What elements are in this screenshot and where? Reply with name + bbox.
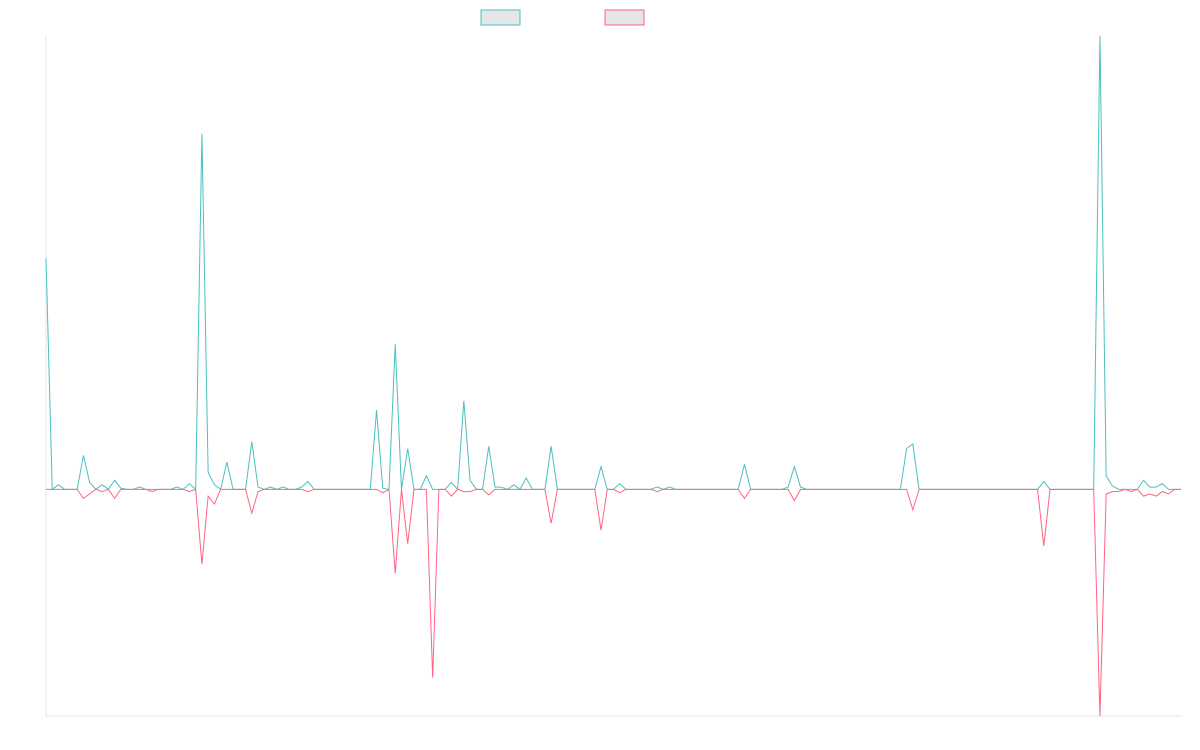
legend-item-1[interactable]: [480, 9, 521, 26]
series-2-line: [46, 488, 1181, 717]
plot-area: [45, 35, 1181, 717]
legend-swatch-1[interactable]: [480, 9, 521, 26]
series-1-line: [45, 35, 1181, 491]
legend[interactable]: [480, 9, 645, 26]
legend-item-2[interactable]: [604, 9, 645, 26]
axes: [45, 36, 1181, 717]
legend-swatch-2[interactable]: [604, 9, 645, 26]
